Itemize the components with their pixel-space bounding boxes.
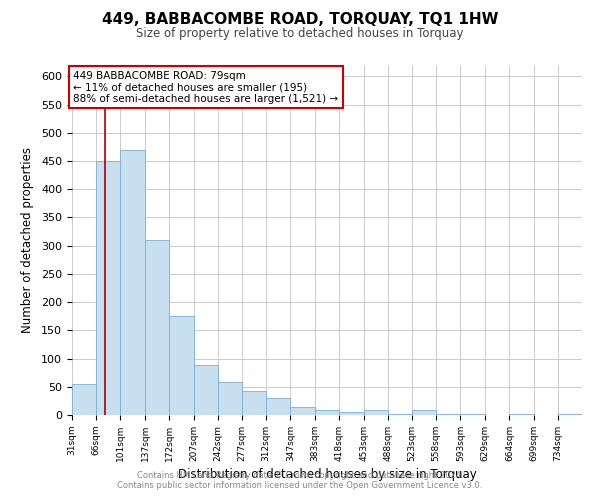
Bar — [460, 414, 485, 415]
Bar — [558, 414, 582, 415]
Bar — [509, 414, 533, 415]
Text: 449, BABBACOMBE ROAD, TORQUAY, TQ1 1HW: 449, BABBACOMBE ROAD, TORQUAY, TQ1 1HW — [102, 12, 498, 28]
Text: 449 BABBACOMBE ROAD: 79sqm
← 11% of detached houses are smaller (195)
88% of sem: 449 BABBACOMBE ROAD: 79sqm ← 11% of deta… — [73, 70, 338, 104]
Bar — [145, 240, 169, 415]
Bar — [242, 392, 266, 415]
Bar — [96, 161, 121, 415]
Bar — [218, 382, 242, 415]
Bar — [121, 150, 145, 415]
Bar — [340, 412, 364, 415]
Bar — [194, 366, 218, 415]
Bar — [169, 316, 194, 415]
Bar — [72, 384, 96, 415]
Bar — [364, 410, 388, 415]
Bar — [412, 410, 436, 415]
X-axis label: Distribution of detached houses by size in Torquay: Distribution of detached houses by size … — [178, 468, 476, 481]
Y-axis label: Number of detached properties: Number of detached properties — [21, 147, 34, 333]
Bar — [266, 398, 290, 415]
Bar — [315, 410, 340, 415]
Bar — [290, 406, 315, 415]
Bar — [436, 414, 460, 415]
Text: Size of property relative to detached houses in Torquay: Size of property relative to detached ho… — [136, 28, 464, 40]
Text: Contains HM Land Registry data © Crown copyright and database right 2024.
Contai: Contains HM Land Registry data © Crown c… — [118, 470, 482, 490]
Bar — [388, 414, 412, 415]
